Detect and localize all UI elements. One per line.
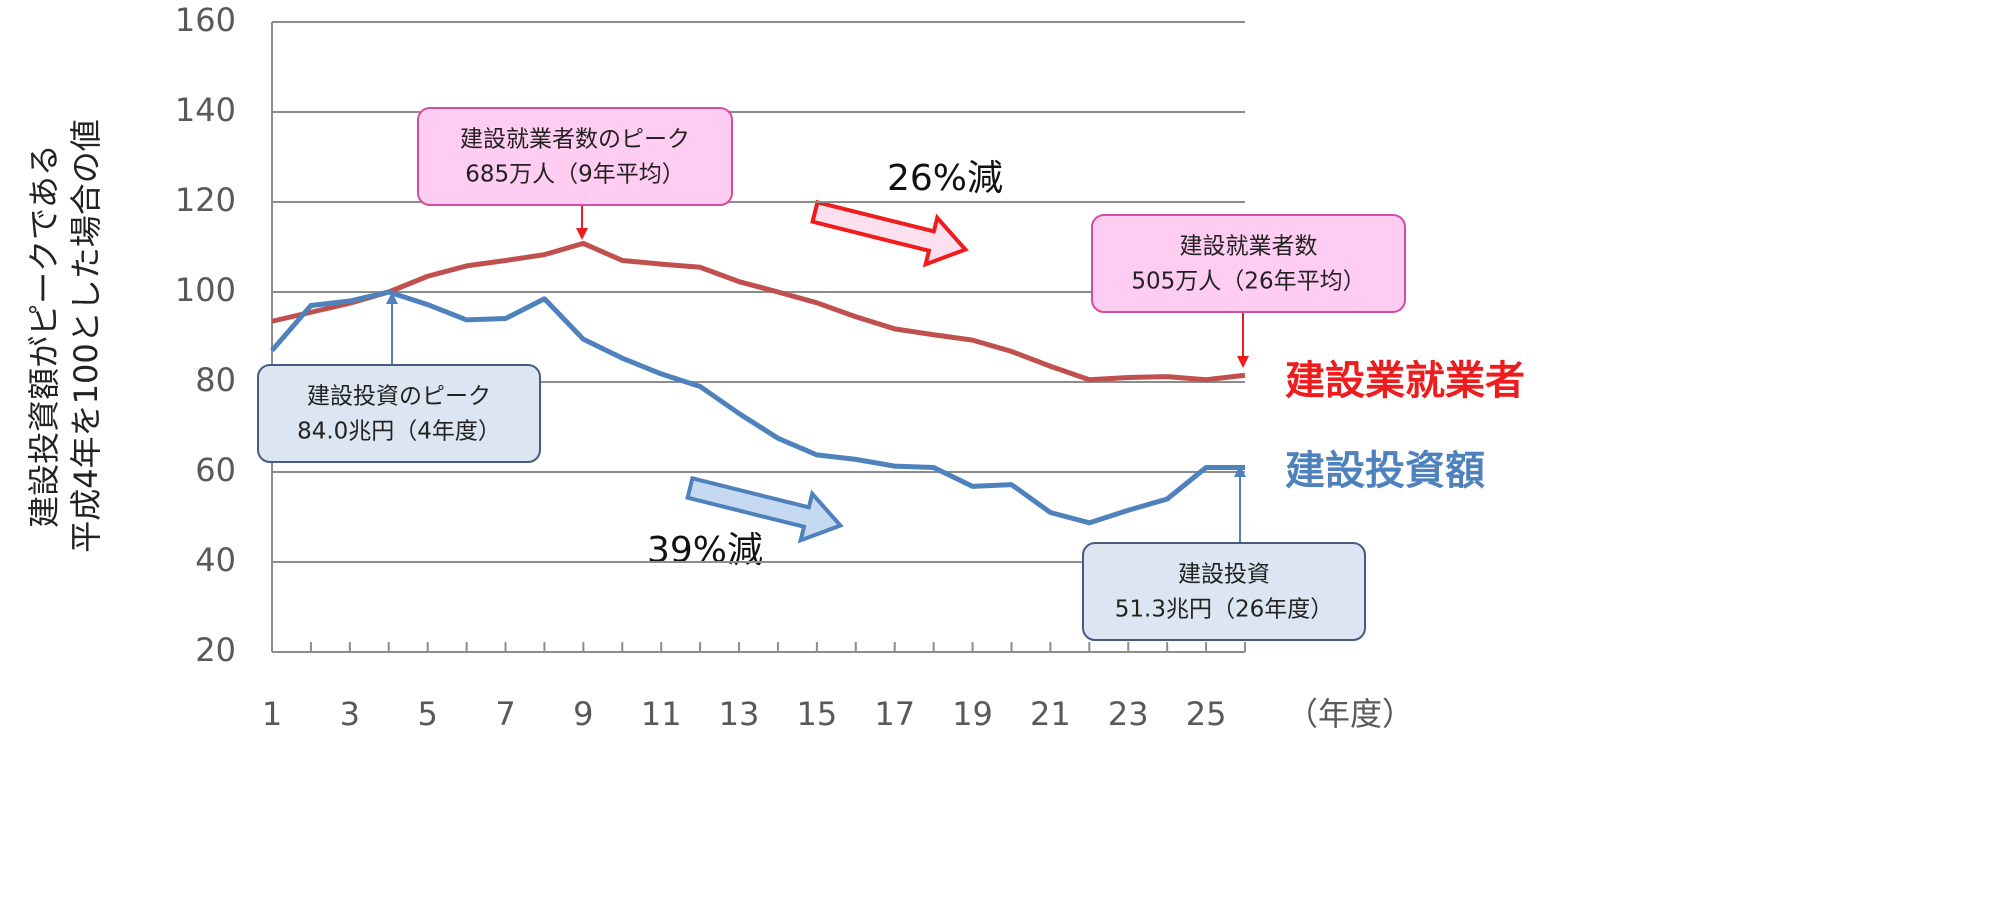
callout-box (417, 107, 733, 206)
x-tick-label: 3 (340, 695, 360, 733)
y-tick-label: 80 (195, 361, 236, 399)
x-tick-label: 23 (1108, 695, 1149, 733)
callout-text: 建設就業者数のピーク (460, 127, 690, 153)
x-tick-label: 17 (874, 695, 915, 733)
series-line (271, 240, 1246, 383)
y-tick-label: 160 (175, 1, 236, 39)
y-tick-label: 60 (195, 451, 236, 489)
y-tick-label: 100 (175, 271, 236, 309)
x-tick-label: 11 (641, 695, 682, 733)
x-tick-label: 5 (418, 695, 438, 733)
x-axis-label: （年度） (1286, 695, 1414, 733)
decrease-arrow (810, 199, 969, 268)
callout-text: 建設就業者数 (1180, 234, 1318, 260)
callout-text: 505万人（26年平均） (1131, 269, 1365, 295)
callout-text: 建設投資 (1178, 562, 1270, 588)
change-label: 26%減 (887, 158, 1003, 199)
y-tick-label: 140 (175, 91, 236, 129)
y-axis-label: 建設投資額がピークである 平成4年を100とした場合の値 (25, 119, 105, 552)
callout-text: 84.0兆円（4年度） (297, 419, 501, 445)
x-tick-label: 9 (573, 695, 593, 733)
x-tick-label: 19 (952, 695, 993, 733)
arrow-shape (685, 475, 844, 544)
callout-arrowhead (1237, 356, 1249, 368)
callout: 建設就業者数 505万人（26年平均） (1091, 214, 1406, 368)
x-tick-label: 21 (1030, 695, 1071, 733)
y-tick-label: 120 (175, 181, 236, 219)
callout-box (1091, 214, 1406, 313)
callout-text: 建設投資のピーク (307, 384, 491, 410)
callout-text: 51.3兆円（26年度） (1115, 597, 1333, 623)
y-axis-label-line: 平成4年を100とした場合の値 (67, 119, 105, 552)
callout-arrowhead (576, 228, 588, 240)
y-axis-label-line: 建設投資額がピークである (25, 144, 63, 528)
series-label: 建設投資額 (1285, 448, 1485, 494)
y-tick-label: 40 (195, 541, 236, 579)
callout-arrowhead (1234, 465, 1246, 477)
y-tick-label: 20 (195, 631, 236, 669)
x-tick-label: 13 (719, 695, 760, 733)
change-label: 39%減 (647, 530, 763, 571)
callout-box (257, 364, 541, 463)
callout: 建設投資 51.3兆円（26年度） (1082, 465, 1366, 641)
arrow-shape (810, 199, 969, 268)
x-tick-label: 25 (1186, 695, 1227, 733)
x-tick-label: 7 (495, 695, 515, 733)
callout-arrowhead (386, 292, 398, 304)
callout: 建設就業者数のピーク 685万人（9年平均） (417, 107, 733, 240)
series-line (270, 289, 1245, 526)
series-label: 建設業就業者 (1285, 358, 1525, 404)
callout-text: 685万人（9年平均） (465, 162, 685, 188)
decrease-arrow (685, 475, 844, 544)
x-tick-label: 1 (262, 695, 282, 733)
x-tick-label: 15 (797, 695, 838, 733)
callout: 建設投資のピーク 84.0兆円（4年度） (257, 292, 541, 463)
callout-box (1082, 542, 1366, 641)
